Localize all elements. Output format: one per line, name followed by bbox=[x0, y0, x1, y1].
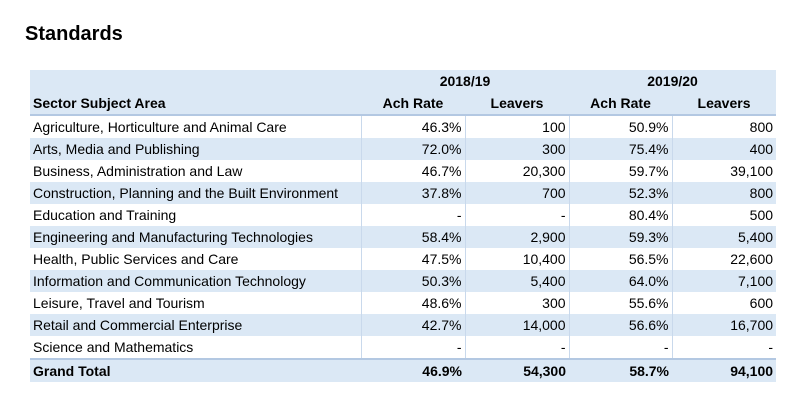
ach-rate-2019-20-cell: 80.4% bbox=[569, 204, 673, 226]
leavers-2019-20-cell: 16,700 bbox=[672, 314, 777, 336]
leavers-2018-19-cell: 700 bbox=[465, 182, 570, 204]
leavers-2019-20-cell: 7,100 bbox=[672, 270, 777, 292]
leavers-2019-20-cell: 400 bbox=[672, 138, 777, 160]
ach-rate-2019-20-cell: 59.3% bbox=[569, 226, 673, 248]
leavers-2019-20-cell: 5,400 bbox=[672, 226, 777, 248]
table-row: Science and Mathematics - - - - bbox=[30, 336, 777, 359]
grand-total-ach-rate-2018-19: 46.9% bbox=[361, 358, 465, 382]
sector-subject-area-cell: Engineering and Manufacturing Technologi… bbox=[30, 226, 362, 248]
ach-rate-2019-20-cell: 56.5% bbox=[569, 248, 673, 270]
grand-total-row: Grand Total 46.9% 54,300 58.7% 94,100 bbox=[30, 358, 777, 382]
sector-subject-area-cell: Construction, Planning and the Built Env… bbox=[30, 182, 362, 204]
leavers-2018-19-cell: 300 bbox=[465, 292, 570, 314]
leavers-2019-20-cell: 600 bbox=[672, 292, 777, 314]
leavers-2018-19-cell: 20,300 bbox=[465, 160, 570, 182]
sector-subject-area-cell: Business, Administration and Law bbox=[30, 160, 362, 182]
column-header-ach-rate-2019-20: Ach Rate bbox=[569, 92, 673, 116]
leavers-2019-20-cell: 39,100 bbox=[672, 160, 777, 182]
ach-rate-2018-19-cell: - bbox=[361, 336, 466, 359]
ach-rate-2019-20-cell: - bbox=[569, 336, 673, 359]
leavers-2018-19-cell: 10,400 bbox=[465, 248, 570, 270]
standards-table: 2018/19 2019/20 Sector Subject Area Ach … bbox=[30, 70, 777, 382]
ach-rate-2018-19-cell: 58.4% bbox=[361, 226, 466, 248]
leavers-2019-20-cell: 500 bbox=[672, 204, 777, 226]
leavers-2018-19-cell: 300 bbox=[465, 138, 570, 160]
table-row: Education and Training - - 80.4% 500 bbox=[30, 204, 777, 226]
sector-subject-area-cell: Agriculture, Horticulture and Animal Car… bbox=[30, 115, 362, 138]
ach-rate-2018-19-cell: 37.8% bbox=[361, 182, 466, 204]
table-row: Retail and Commercial Enterprise 42.7% 1… bbox=[30, 314, 777, 336]
column-header-leavers-2018-19: Leavers bbox=[465, 92, 570, 116]
page-title: Standards bbox=[25, 23, 123, 45]
leavers-2018-19-cell: - bbox=[465, 336, 570, 359]
period-header-row: 2018/19 2019/20 bbox=[30, 70, 777, 92]
leavers-2018-19-cell: 100 bbox=[465, 115, 570, 138]
leavers-2018-19-cell: 2,900 bbox=[465, 226, 570, 248]
leavers-2019-20-cell: - bbox=[672, 336, 777, 359]
table-row: Agriculture, Horticulture and Animal Car… bbox=[30, 115, 777, 138]
grand-total-label: Grand Total bbox=[30, 358, 361, 382]
table-row: Arts, Media and Publishing 72.0% 300 75.… bbox=[30, 138, 777, 160]
ach-rate-2019-20-cell: 56.6% bbox=[569, 314, 673, 336]
ach-rate-2019-20-cell: 55.6% bbox=[569, 292, 673, 314]
table-body: Agriculture, Horticulture and Animal Car… bbox=[30, 115, 777, 359]
ach-rate-2018-19-cell: 48.6% bbox=[361, 292, 466, 314]
leavers-2018-19-cell: - bbox=[465, 204, 570, 226]
leavers-2019-20-cell: 800 bbox=[672, 182, 777, 204]
table-row: Leisure, Travel and Tourism 48.6% 300 55… bbox=[30, 292, 777, 314]
leavers-2019-20-cell: 22,600 bbox=[672, 248, 777, 270]
sector-subject-area-cell: Arts, Media and Publishing bbox=[30, 138, 362, 160]
column-header-sector-subject-area: Sector Subject Area bbox=[30, 92, 361, 116]
column-header-ach-rate-2018-19: Ach Rate bbox=[361, 92, 465, 116]
ach-rate-2018-19-cell: 46.7% bbox=[361, 160, 466, 182]
ach-rate-2019-20-cell: 50.9% bbox=[569, 115, 673, 138]
ach-rate-2018-19-cell: 50.3% bbox=[361, 270, 466, 292]
leavers-2018-19-cell: 5,400 bbox=[465, 270, 570, 292]
grand-total-leavers-2019-20: 94,100 bbox=[672, 358, 777, 382]
grand-total-leavers-2018-19: 54,300 bbox=[465, 358, 570, 382]
leavers-2019-20-cell: 800 bbox=[672, 115, 777, 138]
ach-rate-2019-20-cell: 75.4% bbox=[569, 138, 673, 160]
ach-rate-2018-19-cell: 47.5% bbox=[361, 248, 466, 270]
period-header-2019-20: 2019/20 bbox=[569, 70, 777, 92]
period-header-2018-19: 2018/19 bbox=[361, 70, 570, 92]
ach-rate-2018-19-cell: 72.0% bbox=[361, 138, 466, 160]
period-header-blank bbox=[30, 70, 361, 92]
leavers-2018-19-cell: 14,000 bbox=[465, 314, 570, 336]
sector-subject-area-cell: Education and Training bbox=[30, 204, 362, 226]
table-row: Information and Communication Technology… bbox=[30, 270, 777, 292]
sector-subject-area-cell: Leisure, Travel and Tourism bbox=[30, 292, 362, 314]
table-row: Health, Public Services and Care 47.5% 1… bbox=[30, 248, 777, 270]
table-row: Engineering and Manufacturing Technologi… bbox=[30, 226, 777, 248]
ach-rate-2019-20-cell: 64.0% bbox=[569, 270, 673, 292]
column-header-row: Sector Subject Area Ach Rate Leavers Ach… bbox=[30, 92, 777, 116]
sector-subject-area-cell: Health, Public Services and Care bbox=[30, 248, 362, 270]
sector-subject-area-cell: Science and Mathematics bbox=[30, 336, 362, 359]
sector-subject-area-cell: Retail and Commercial Enterprise bbox=[30, 314, 362, 336]
ach-rate-2018-19-cell: - bbox=[361, 204, 466, 226]
ach-rate-2018-19-cell: 42.7% bbox=[361, 314, 466, 336]
ach-rate-2018-19-cell: 46.3% bbox=[361, 115, 466, 138]
ach-rate-2019-20-cell: 59.7% bbox=[569, 160, 673, 182]
table-row: Construction, Planning and the Built Env… bbox=[30, 182, 777, 204]
sector-subject-area-cell: Information and Communication Technology bbox=[30, 270, 362, 292]
column-header-leavers-2019-20: Leavers bbox=[672, 92, 777, 116]
grand-total-ach-rate-2019-20: 58.7% bbox=[569, 358, 673, 382]
ach-rate-2019-20-cell: 52.3% bbox=[569, 182, 673, 204]
table-row: Business, Administration and Law 46.7% 2… bbox=[30, 160, 777, 182]
